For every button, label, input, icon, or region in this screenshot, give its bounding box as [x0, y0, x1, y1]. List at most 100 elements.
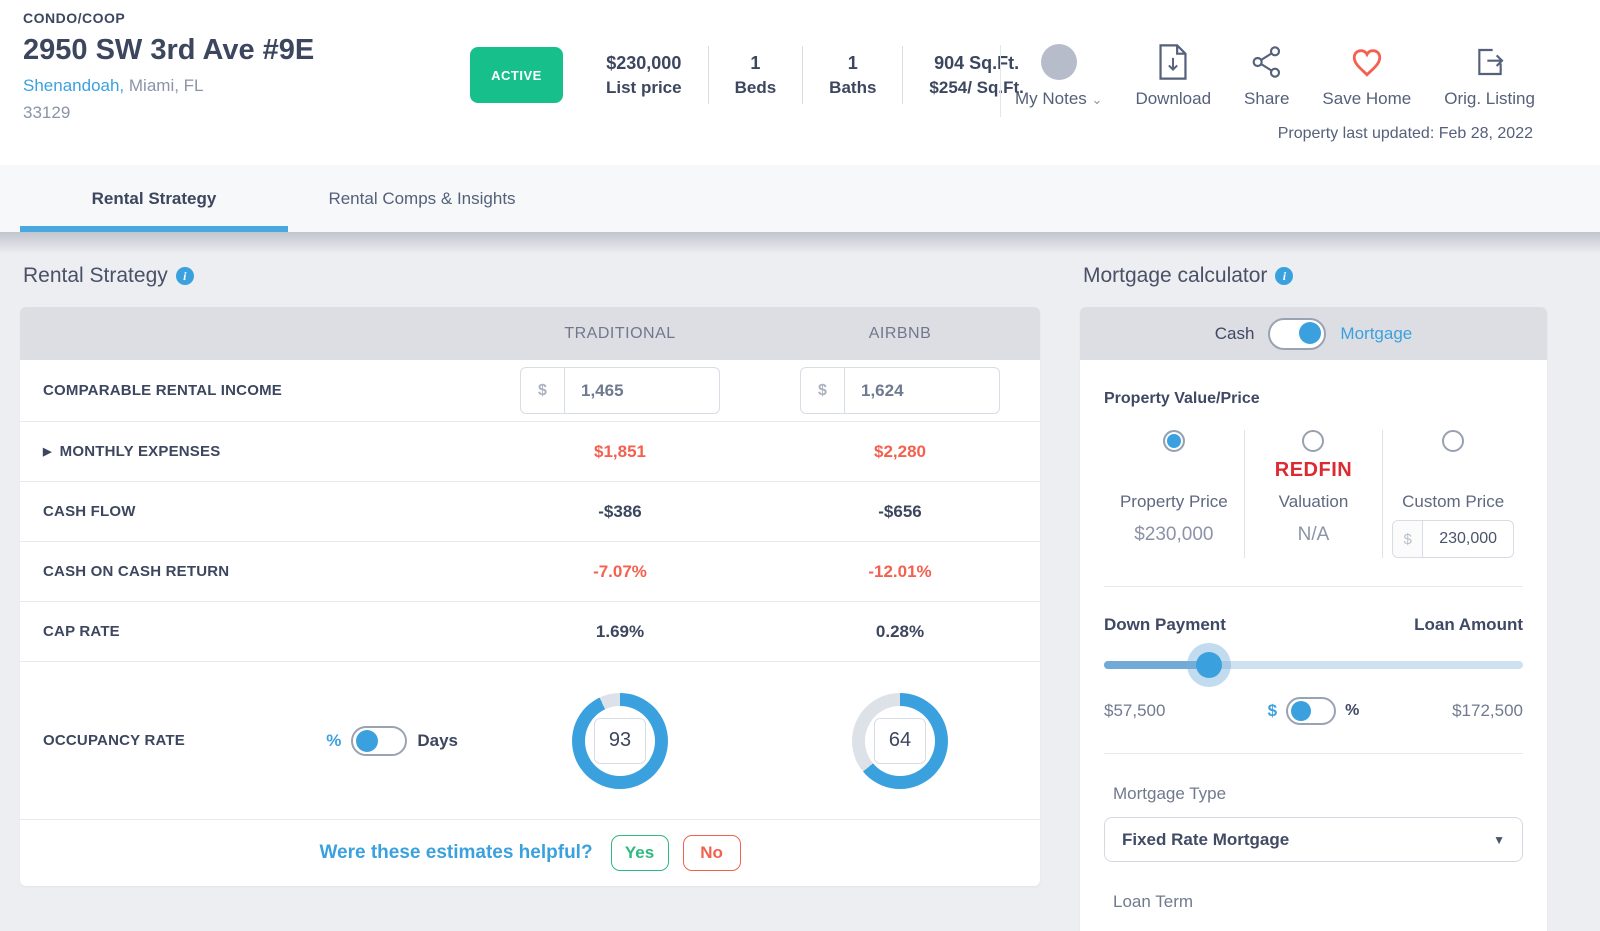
stat-value: 1 — [750, 52, 761, 73]
redfin-valuation-value: N/A — [1297, 524, 1330, 545]
download-button[interactable]: Download — [1135, 44, 1211, 109]
feedback-bar: Were these estimates helpful? Yes No — [20, 820, 1040, 886]
traditional-income-cell: $ 1,465 — [480, 367, 760, 414]
stat-baths: 1 Baths — [803, 50, 902, 101]
loan-amount-label: Loan Amount — [1414, 615, 1523, 634]
tab-rental-comps[interactable]: Rental Comps & Insights — [288, 165, 556, 232]
airbnb-income-value[interactable]: 1,624 — [861, 380, 904, 400]
days-option[interactable]: Days — [417, 730, 458, 750]
pdf-download-icon — [1157, 44, 1189, 80]
orig-listing-button[interactable]: Orig. Listing — [1444, 44, 1535, 109]
airbnb-occupancy-input[interactable]: 64 — [874, 717, 926, 764]
traditional-occupancy-donut: 93 — [572, 692, 668, 789]
down-payment-values: $57,500 $ % $172,500 — [1104, 697, 1523, 725]
airbnb-income-input[interactable]: $ 1,624 — [800, 367, 1000, 414]
property-identity: CONDO/COOP 2950 SW 3rd Ave #9E Shenandoa… — [23, 10, 314, 123]
rental-strategy-section: Rental Strategy i TRADITIONAL AIRBNB COM… — [20, 262, 1040, 931]
toggle-knob — [356, 729, 379, 752]
traditional-income-value[interactable]: 1,465 — [581, 380, 624, 400]
down-payment-value: $57,500 — [1104, 701, 1166, 720]
traditional-occupancy-input[interactable]: 93 — [594, 717, 646, 764]
option-label: Custom Price — [1402, 492, 1505, 511]
property-header: CONDO/COOP 2950 SW 3rd Ave #9E Shenandoa… — [0, 0, 1600, 165]
tab-rental-strategy[interactable]: Rental Strategy — [20, 165, 288, 232]
save-home-button[interactable]: Save Home — [1322, 44, 1411, 109]
traditional-income-input[interactable]: $ 1,465 — [520, 367, 720, 414]
airbnb-cap-rate-value: 0.28% — [875, 621, 925, 641]
stat-label: List price — [606, 77, 682, 97]
chevron-down-icon: ⌄ — [1091, 92, 1103, 107]
tab-label: Rental Comps & Insights — [328, 188, 516, 208]
table-row-monthly-expenses: ▶ MONTHLY EXPENSES $1,851 $2,280 — [20, 422, 1040, 482]
rental-strategy-title: Rental Strategy i — [20, 262, 1040, 290]
table-row-cash-on-cash: CASH ON CASH RETURN -7.07% -12.01% — [20, 542, 1040, 602]
currency-prefix: $ — [1393, 521, 1424, 557]
down-payment-header: Down Payment Loan Amount — [1104, 615, 1523, 635]
stat-value: $230,000 — [606, 52, 682, 73]
toggle-knob — [1299, 321, 1322, 344]
percent-option[interactable]: % — [326, 730, 342, 750]
airbnb-cash-flow-value: -$656 — [878, 501, 922, 521]
cash-mortgage-toggle[interactable] — [1268, 317, 1327, 350]
share-label: Share — [1244, 89, 1290, 108]
my-notes-label: My Notes ⌄ — [1015, 89, 1103, 108]
row-label-text: MONTHLY EXPENSES — [59, 443, 221, 460]
share-icon — [1251, 44, 1283, 80]
traditional-expenses-value: $1,851 — [594, 441, 646, 461]
divider — [707, 46, 709, 104]
tab-bar: Rental Strategy Rental Comps & Insights — [0, 165, 1600, 232]
down-payment-slider[interactable] — [1104, 652, 1523, 678]
neighborhood-link[interactable]: Shenandoah, — [23, 76, 125, 95]
mortgage-calculator-section: Mortgage calculator i Cash Mortgage Prop… — [1080, 262, 1547, 931]
mortgage-calculator-title: Mortgage calculator i — [1080, 262, 1547, 290]
main-content: Rental Strategy i TRADITIONAL AIRBNB COM… — [0, 232, 1600, 931]
share-button[interactable]: Share — [1244, 44, 1289, 109]
mortgage-option[interactable]: Mortgage — [1340, 323, 1413, 343]
table-row-cap-rate: CAP RATE 1.69% 0.28% — [20, 602, 1040, 662]
property-stats: $230,000 List price 1 Beds 1 Baths 904 S… — [580, 40, 1050, 110]
custom-price-input[interactable]: $ 230,000 — [1392, 520, 1515, 558]
section-title-text: Rental Strategy — [23, 264, 168, 287]
stat-list-price: $230,000 List price — [580, 50, 708, 101]
expand-arrow-icon[interactable]: ▶ — [43, 446, 52, 458]
redfin-valuation-radio[interactable] — [1302, 430, 1325, 452]
option-label: Property Price — [1119, 492, 1228, 511]
loan-term-label: Loan Term — [1113, 892, 1194, 911]
property-price-value: $230,000 — [1134, 524, 1214, 545]
option-redfin-valuation: REDFIN Valuation N/A — [1243, 430, 1384, 558]
custom-price-value[interactable]: 230,000 — [1439, 530, 1498, 547]
mortgage-type-label: Mortgage Type — [1113, 784, 1227, 803]
traditional-coc-value: -7.07% — [593, 561, 647, 581]
stat-beds: 1 Beds — [709, 50, 803, 101]
mortgage-type-dropdown[interactable]: Fixed Rate Mortgage ▼ — [1104, 817, 1523, 862]
occupancy-unit-toggle[interactable] — [351, 725, 408, 756]
my-notes-button[interactable]: My Notes ⌄ — [1015, 44, 1102, 109]
slider-handle[interactable] — [1195, 652, 1222, 678]
divider — [1104, 586, 1523, 587]
external-listing-icon — [1474, 44, 1506, 80]
dollar-percent-toggle[interactable] — [1286, 697, 1337, 725]
column-header-airbnb: AIRBNB — [868, 324, 932, 342]
info-icon[interactable]: i — [1275, 267, 1294, 285]
property-price-radio[interactable] — [1162, 430, 1185, 452]
stat-label: $254/ Sq.Ft. — [929, 77, 1024, 97]
divider — [1000, 45, 1001, 117]
feedback-no-button[interactable]: No — [682, 835, 741, 871]
cash-option[interactable]: Cash — [1214, 323, 1255, 343]
last-updated-text: Property last updated: Feb 28, 2022 — [1277, 125, 1533, 142]
row-label: CAP RATE — [43, 623, 120, 640]
info-icon[interactable]: i — [175, 267, 194, 285]
table-row-occupancy: OCCUPANCY RATE % Days 93 — [20, 662, 1040, 820]
row-label: CASH ON CASH RETURN — [43, 563, 230, 580]
airbnb-income-cell: $ 1,624 — [760, 367, 1040, 414]
currency-prefix: $ — [521, 368, 565, 413]
feedback-yes-button[interactable]: Yes — [610, 835, 669, 871]
property-location: Shenandoah, Miami, FL — [23, 76, 314, 96]
dollar-option[interactable]: $ — [1267, 701, 1278, 720]
custom-price-radio[interactable] — [1442, 430, 1465, 452]
dropdown-arrow-icon: ▼ — [1493, 832, 1505, 847]
percent-option[interactable]: % — [1345, 702, 1360, 719]
header-actions: My Notes ⌄ Download Share — [1015, 44, 1535, 109]
traditional-occupancy-cell: 93 — [480, 692, 760, 789]
divider — [802, 46, 804, 104]
